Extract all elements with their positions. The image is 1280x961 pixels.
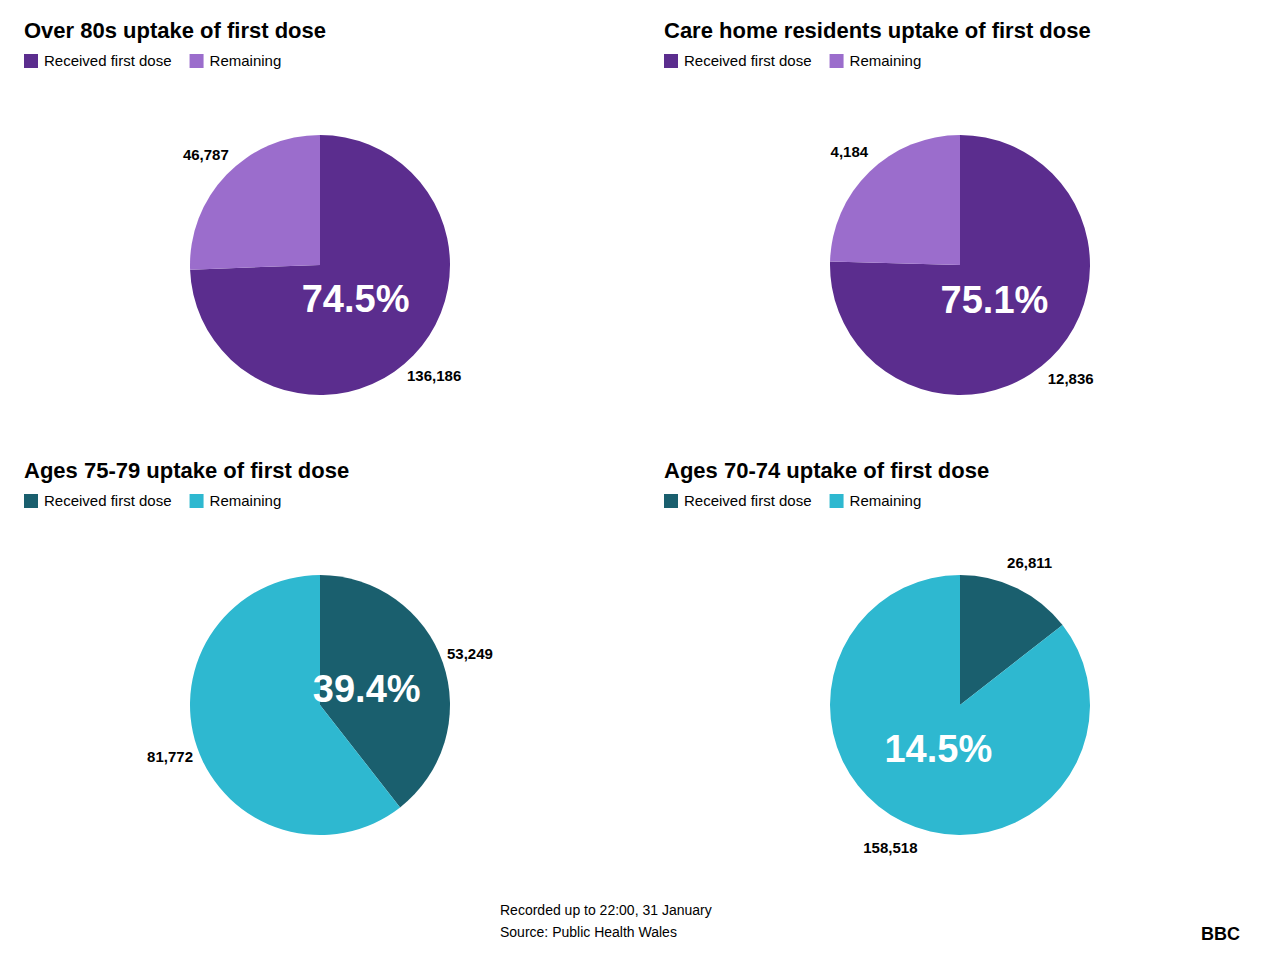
legend-swatch — [24, 54, 38, 68]
figure: Over 80s uptake of first dose Received fi… — [0, 0, 1280, 961]
legend-label: Remaining — [850, 52, 922, 69]
legend-swatch — [190, 494, 204, 508]
legend-label: Received first dose — [44, 492, 172, 509]
pie-slice — [830, 135, 1090, 395]
annotation: 14.5% — [884, 728, 992, 770]
data-label: 53,249 — [447, 645, 493, 662]
pie-slice — [190, 135, 450, 395]
chart-title: Ages 75-79 uptake of first dose — [24, 458, 349, 483]
annotation: 74.5% — [302, 278, 410, 320]
data-label: 12,836 — [1048, 370, 1094, 387]
footer: Recorded up to 22:00, 31 January Source: … — [500, 902, 1240, 944]
legend-item: Remaining — [190, 52, 282, 69]
footer-brand: BBC — [1201, 924, 1240, 944]
data-label: 46,787 — [183, 146, 229, 163]
legend-item: Received first dose — [664, 492, 812, 509]
chart-title: Care home residents uptake of first dose — [664, 18, 1091, 43]
legend-item: Received first dose — [664, 52, 812, 69]
annotation: 39.4% — [313, 668, 421, 710]
legend-swatch — [190, 54, 204, 68]
legend: Received first dose Remaining — [24, 492, 281, 509]
chart-title: Over 80s uptake of first dose — [24, 18, 326, 43]
footer-note: Recorded up to 22:00, 31 January — [500, 902, 712, 918]
pie: 26,811 158,518 14.5% — [830, 554, 1090, 856]
pie-chart: Over 80s uptake of first dose Received fi… — [24, 18, 461, 395]
pie-chart: Care home residents uptake of first dose… — [664, 18, 1094, 395]
pie: 53,249 81,772 39.4% — [147, 575, 493, 835]
legend-label: Remaining — [850, 492, 922, 509]
chart-title: Ages 70-74 uptake of first dose — [664, 458, 989, 483]
pie-slice — [830, 575, 1090, 835]
data-label: 4,184 — [831, 143, 869, 160]
legend-item: Received first dose — [24, 52, 172, 69]
legend-label: Received first dose — [684, 52, 812, 69]
pie: 136,186 46,787 74.5% — [183, 135, 461, 395]
legend-label: Remaining — [210, 52, 282, 69]
legend-label: Received first dose — [44, 52, 172, 69]
legend-item: Remaining — [830, 52, 922, 69]
legend-swatch — [664, 54, 678, 68]
legend: Received first dose Remaining — [24, 52, 281, 69]
data-label: 26,811 — [1007, 554, 1052, 571]
data-label: 136,186 — [407, 367, 461, 384]
legend-swatch — [664, 494, 678, 508]
legend-swatch — [24, 494, 38, 508]
annotation: 75.1% — [941, 279, 1049, 321]
legend: Received first dose Remaining — [664, 52, 921, 69]
pie: 12,836 4,184 75.1% — [830, 135, 1094, 395]
data-label: 81,772 — [147, 748, 193, 765]
pie-slice — [830, 135, 960, 265]
legend: Received first dose Remaining — [664, 492, 921, 509]
legend-item: Remaining — [830, 492, 922, 509]
legend-swatch — [830, 494, 844, 508]
data-label: 158,518 — [863, 839, 917, 856]
pie-chart: Ages 70-74 uptake of first dose Received … — [664, 458, 1090, 856]
pie-chart: Ages 75-79 uptake of first dose Received … — [24, 458, 493, 835]
footer-source: Source: Public Health Wales — [500, 924, 677, 940]
legend-label: Received first dose — [684, 492, 812, 509]
legend-label: Remaining — [210, 492, 282, 509]
legend-swatch — [830, 54, 844, 68]
legend-item: Remaining — [190, 492, 282, 509]
legend-item: Received first dose — [24, 492, 172, 509]
